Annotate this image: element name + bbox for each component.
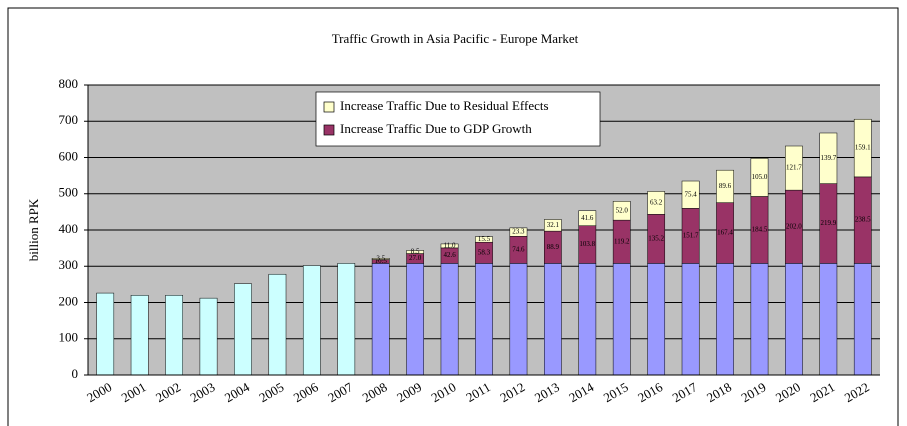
value-label: 41.6	[581, 214, 594, 222]
value-label: 105.0	[752, 173, 768, 181]
value-label: 184.5	[752, 226, 768, 234]
value-label: 238.5	[855, 216, 871, 224]
y-tick-label: 500	[59, 185, 79, 200]
bar-segment	[406, 250, 424, 254]
value-label: 119.2	[614, 237, 630, 245]
value-label: 135.2	[648, 234, 664, 242]
value-label: 219.9	[820, 219, 836, 227]
bar-segment	[302, 265, 321, 376]
legend-label: Increase Traffic Due to Residual Effects	[340, 98, 549, 113]
value-label: 139.7	[820, 154, 836, 162]
bar-segment	[475, 263, 493, 376]
value-label: 58.3	[478, 248, 491, 256]
bar-segment	[234, 283, 252, 376]
y-tick-label: 0	[72, 366, 79, 381]
y-tick-label: 800	[59, 76, 79, 91]
bar-segment	[750, 263, 769, 376]
value-label: 11.0	[444, 242, 456, 250]
legend-swatch	[323, 101, 335, 113]
value-label: 89.6	[719, 182, 732, 190]
value-label: 3.5	[376, 255, 385, 263]
bar-segment	[544, 263, 562, 376]
bar-segment	[647, 191, 666, 215]
bar-segment	[509, 263, 528, 376]
y-tick-label: 300	[59, 257, 79, 272]
value-label: 151.7	[683, 231, 699, 239]
y-tick-label: 200	[59, 293, 79, 308]
bar-segment	[406, 263, 424, 376]
bar-segment	[819, 263, 838, 376]
y-tick-label: 700	[59, 112, 79, 127]
bar-segment	[681, 263, 700, 376]
y-axis-label: billion RPK	[26, 198, 41, 261]
value-label: 121.7	[786, 164, 802, 172]
bar-segment	[96, 292, 115, 376]
bar-segment	[819, 132, 838, 184]
value-label: 74.6	[512, 245, 525, 253]
value-label: 167.4	[717, 229, 733, 237]
bar-segment	[716, 169, 734, 203]
value-label: 8.5	[411, 248, 420, 256]
bar-segment	[612, 263, 631, 376]
bar-segment	[785, 263, 803, 376]
bar-segment	[716, 263, 734, 376]
bar-segment	[681, 180, 700, 209]
value-label: 202.0	[786, 222, 802, 230]
bar-segment	[130, 295, 149, 376]
bar-segment	[371, 258, 390, 260]
legend-box	[315, 91, 601, 147]
value-label: 52.0	[616, 206, 629, 214]
value-label: 103.8	[579, 240, 595, 248]
value-label: 159.1	[855, 144, 871, 152]
value-label: 23.3	[512, 228, 525, 236]
bar-segment	[544, 219, 562, 232]
value-label: 42.6	[443, 251, 456, 259]
value-label: 88.9	[547, 243, 560, 251]
bar-segment	[647, 263, 666, 376]
bar-segment	[475, 236, 493, 243]
value-label: 27.0	[409, 254, 422, 262]
bar-segment	[612, 201, 631, 221]
bar-segment	[853, 118, 872, 178]
value-label: 32.1	[547, 221, 560, 229]
value-label: 15.5	[478, 235, 491, 243]
legend-swatch	[323, 124, 335, 136]
y-tick-label: 600	[59, 148, 79, 163]
bar-segment	[199, 297, 218, 376]
bar-segment	[750, 158, 769, 197]
value-label: 63.2	[650, 198, 663, 206]
bar-segment	[578, 210, 597, 226]
bar-segment	[853, 263, 872, 376]
y-tick-label: 400	[59, 221, 79, 236]
value-label: 10.5	[375, 257, 388, 265]
bar-segment	[268, 273, 287, 376]
bar-segment	[578, 263, 597, 376]
value-label: 75.4	[684, 190, 697, 198]
bar-segment	[440, 243, 459, 249]
chart-title: Traffic Growth in Asia Pacific - Europe …	[332, 31, 579, 46]
bar-segment	[509, 227, 528, 237]
bar-segment	[785, 145, 803, 191]
y-tick-label: 100	[59, 330, 79, 345]
bar-segment	[371, 263, 390, 376]
bar-segment	[337, 263, 356, 376]
legend-label: Increase Traffic Due to GDP Growth	[340, 121, 532, 136]
bar-segment	[440, 263, 459, 376]
bar-segment	[165, 295, 183, 376]
